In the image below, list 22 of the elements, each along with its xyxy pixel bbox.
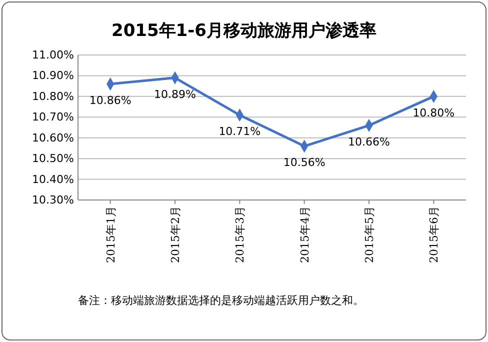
data-label: 10.89% bbox=[154, 88, 196, 101]
x-tick-label: 2015年5月 bbox=[363, 206, 376, 263]
data-label: 10.80% bbox=[412, 106, 455, 120]
y-tick-label: 10.30% bbox=[32, 194, 74, 207]
data-label: 10.56% bbox=[283, 156, 326, 170]
x-tick-label: 2015年6月 bbox=[428, 206, 441, 263]
y-tick-label: 10.80% bbox=[32, 90, 74, 103]
y-tick-label: 10.90% bbox=[32, 69, 74, 82]
y-tick-label: 10.70% bbox=[32, 110, 74, 124]
data-label: 10.66% bbox=[348, 135, 390, 148]
chart-title: 2015年1-6月移动旅游用户渗透率 bbox=[111, 21, 377, 41]
y-tick-label: 11.00% bbox=[32, 48, 74, 62]
data-label: 10.71% bbox=[218, 125, 261, 138]
x-tick-label: 2015年1月 bbox=[104, 206, 118, 263]
x-tick-label: 2015年4月 bbox=[298, 206, 312, 263]
y-tick-label: 10.40% bbox=[32, 172, 74, 186]
y-tick-label: 10.60% bbox=[32, 131, 74, 144]
data-label: 10.86% bbox=[89, 94, 132, 107]
y-tick-label: 10.50% bbox=[32, 152, 74, 166]
x-tick-label: 2015年2月 bbox=[169, 206, 182, 263]
x-tick-label: 2015年3月 bbox=[234, 206, 247, 263]
text: 备注：移动端旅游数据选择的是移动端越活跃用户数之和。 bbox=[78, 293, 365, 309]
